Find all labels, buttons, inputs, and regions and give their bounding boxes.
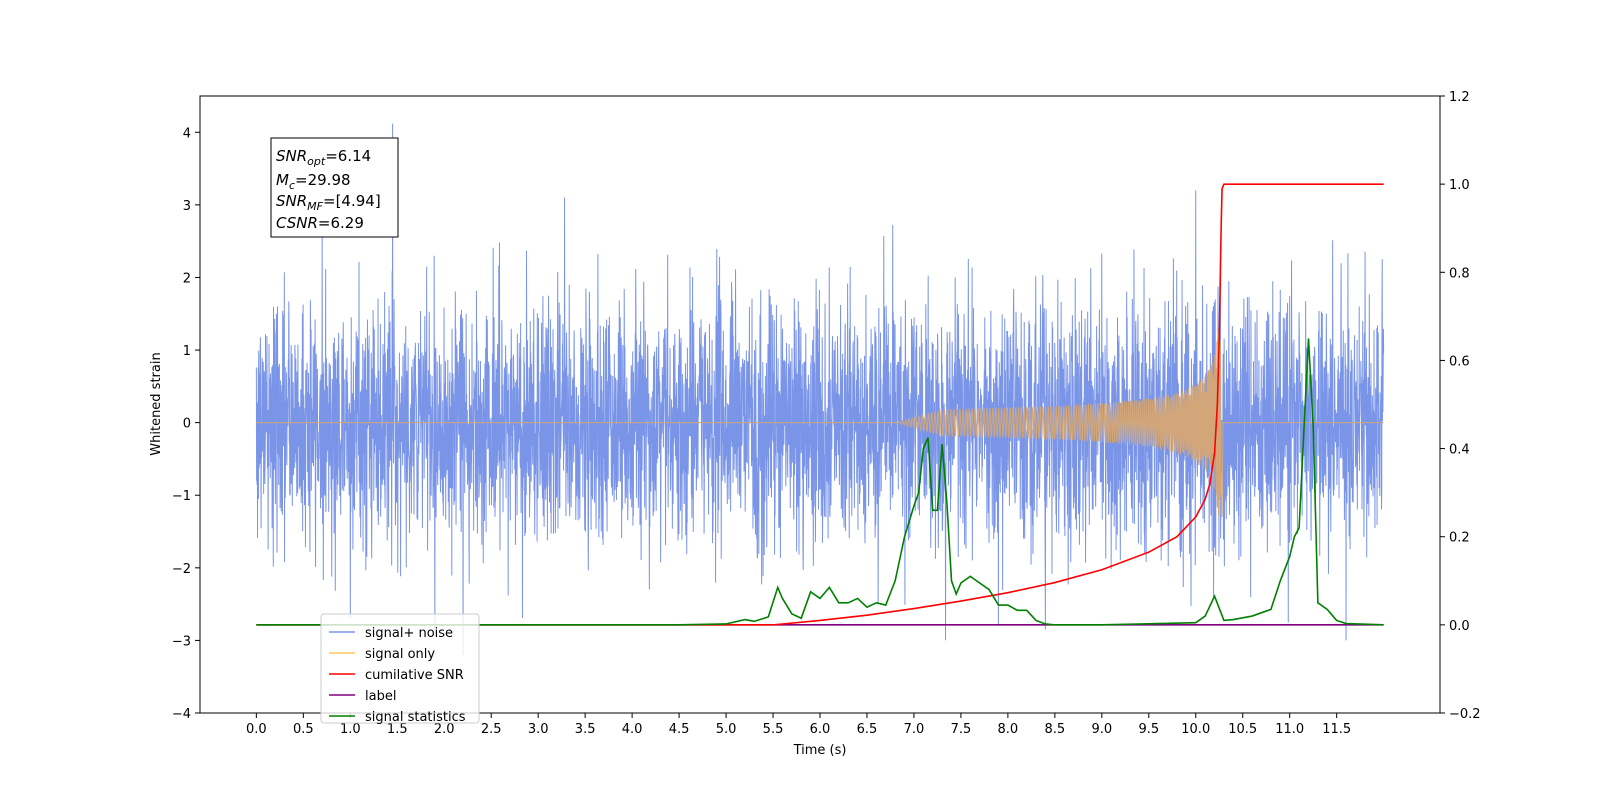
x-tick-label: 5.5 <box>763 722 784 737</box>
legend-frame <box>320 613 480 724</box>
y-tick-label: 1 <box>183 344 191 359</box>
y2-tick-label: 0.4 <box>1449 443 1470 458</box>
x-tick-label: 3.5 <box>575 722 596 737</box>
y-tick-label: 2 <box>183 271 191 286</box>
x-tick-label: 0.0 <box>246 722 267 737</box>
info-snr-opt: SNRopt=6.14 <box>276 147 371 168</box>
y2-axis-ticks: −0.2 0.0 0.2 0.4 0.6 0.8 1.0 1.2 <box>1440 90 1481 722</box>
y2-tick-label: 0.2 <box>1449 531 1470 546</box>
legend-signal-statistics-label: signal statistics <box>365 710 466 725</box>
x-tick-label: 9.0 <box>1091 722 1112 737</box>
x-tick-label: 10.0 <box>1181 722 1210 737</box>
y-axis-ticks: −4 −3 −2 −1 0 1 2 3 4 <box>172 126 200 722</box>
x-tick-label: 10.5 <box>1228 722 1257 737</box>
x-tick-label: 0.5 <box>293 722 314 737</box>
x-tick-label: 8.5 <box>1045 722 1066 737</box>
series-signal-only-line <box>256 328 1384 518</box>
series-signal-statistics-line <box>256 338 1384 626</box>
series-signal-noise-line <box>255 123 1385 655</box>
y2-tick-label: 0.0 <box>1449 619 1470 634</box>
y-tick-label: 0 <box>183 417 191 432</box>
x-tick-label: 7.5 <box>951 722 972 737</box>
x-tick-label: 1.0 <box>340 722 361 737</box>
legend: signal+ noise signal only cumilative SNR la… <box>320 613 480 725</box>
y2-tick-label: −0.2 <box>1449 707 1481 722</box>
x-tick-label: 4.0 <box>622 722 643 737</box>
y2-tick-label: 1.0 <box>1449 178 1470 193</box>
x-tick-label: 3.0 <box>528 722 549 737</box>
x-tick-label: 6.5 <box>857 722 878 737</box>
legend-label-label: label <box>365 689 396 704</box>
x-tick-label: 8.0 <box>998 722 1019 737</box>
series-cumulative-snr-line <box>256 183 1384 626</box>
y-tick-label: −4 <box>172 707 191 722</box>
x-tick-label: 11.0 <box>1275 722 1304 737</box>
x-tick-label: 4.5 <box>669 722 690 737</box>
y-tick-label: 4 <box>183 126 191 141</box>
x-tick-label: 7.0 <box>904 722 925 737</box>
info-box: SNRopt=6.14 Mc=29.98 SNRMF=[4.94] CSNR=6… <box>270 137 399 238</box>
legend-signal-noise-label: signal+ noise <box>365 626 453 641</box>
x-tick-label: 1.5 <box>387 722 408 737</box>
x-axis-label: Time (s) <box>793 743 847 758</box>
info-snr-mf: SNRMF=[4.94] <box>276 192 381 213</box>
x-axis-ticks: 0.0 0.5 1.0 1.5 2.0 2.5 3.0 3.5 4.0 4.5 5.0 5.5 6.0 6… <box>246 713 1351 737</box>
info-box-frame <box>270 137 399 238</box>
legend-signal-only-label: signal only <box>365 647 435 662</box>
y2-tick-label: 0.8 <box>1449 266 1470 281</box>
y2-tick-label: 0.6 <box>1449 354 1470 369</box>
x-tick-label: 2.5 <box>481 722 502 737</box>
x-tick-label: 5.0 <box>716 722 737 737</box>
info-csnr: CSNR=6.29 <box>276 214 364 232</box>
info-mc: Mc=29.98 <box>276 171 351 192</box>
y-tick-label: −2 <box>172 562 191 577</box>
y-tick-label: −1 <box>172 489 191 504</box>
y-tick-label: 3 <box>183 199 191 214</box>
x-tick-label: 2.0 <box>434 722 455 737</box>
y2-tick-label: 1.2 <box>1449 90 1470 105</box>
y-axis-label: Whitened strain <box>149 352 164 455</box>
y-tick-label: −3 <box>172 634 191 649</box>
x-tick-label: 6.0 <box>810 722 831 737</box>
legend-cumulative-snr-label: cumilative SNR <box>365 668 464 683</box>
x-tick-label: 11.5 <box>1322 722 1351 737</box>
x-tick-label: 9.5 <box>1138 722 1159 737</box>
